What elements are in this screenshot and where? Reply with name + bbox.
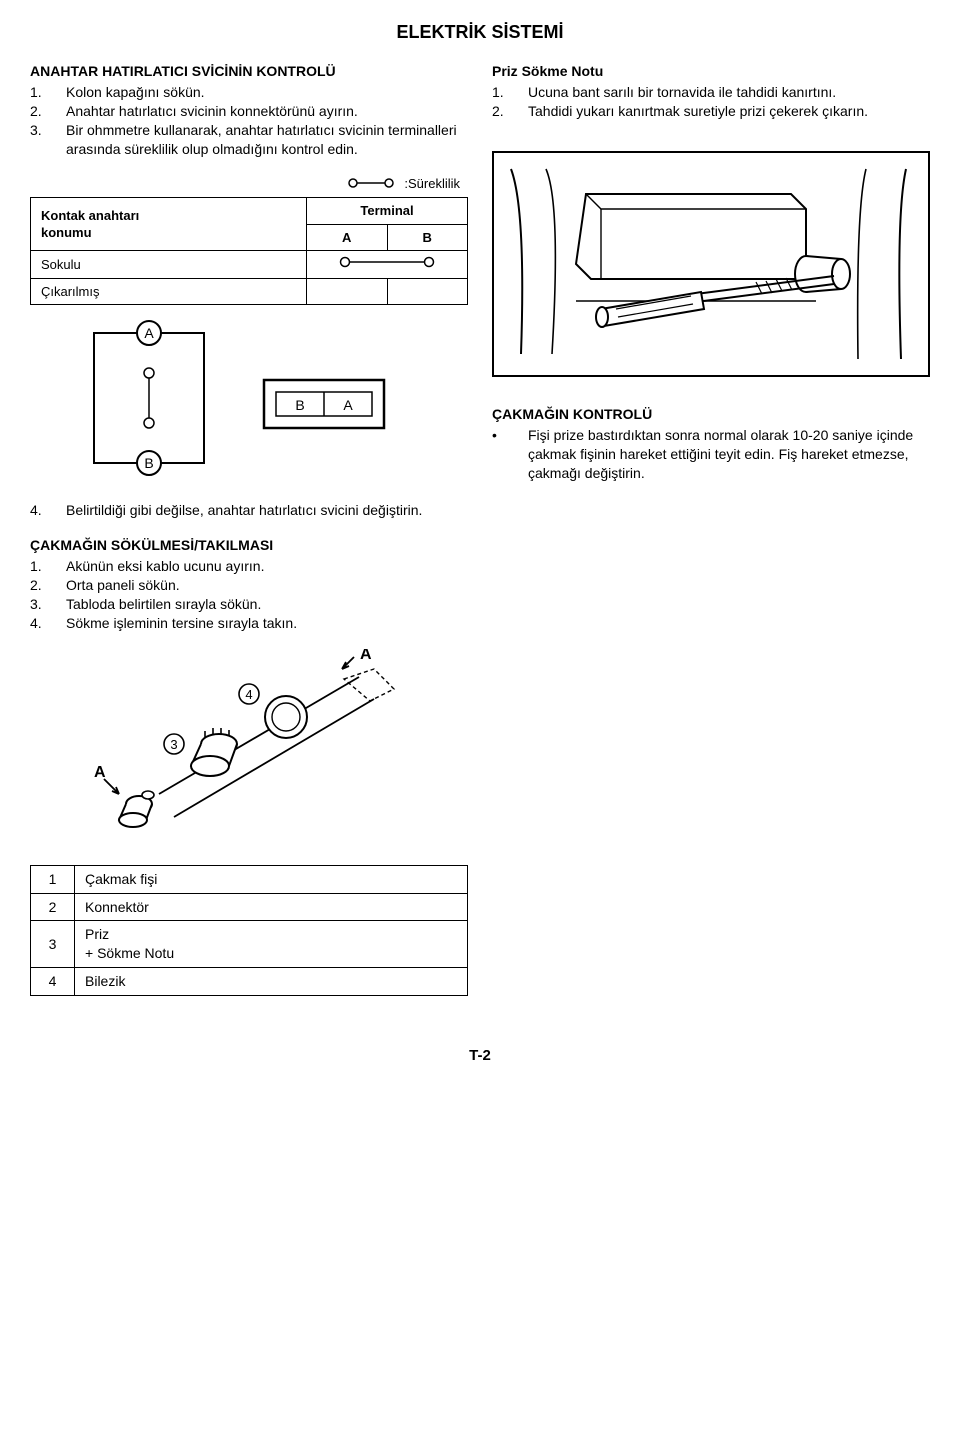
step-num: 3. — [30, 121, 66, 159]
section-socket-removal-note: Priz Sökme Notu 1.Ucuna bant sarılı bir … — [492, 62, 930, 121]
step-text: Akünün eksi kablo ucunu ayırın. — [66, 557, 264, 576]
label-a: A — [144, 325, 154, 341]
table-row: 2 Konnektör — [31, 893, 468, 921]
row-cikarilmis-a — [307, 278, 388, 305]
callout-4: 4 — [245, 687, 252, 702]
step-num: 1. — [30, 83, 66, 102]
col-b: B — [387, 224, 468, 251]
step-line: 3. Bir ohmmetre kullanarak, anahtar hatı… — [30, 121, 468, 159]
section-lighter-removal: ÇAKMAĞIN SÖKÜLMESİ/TAKILMASI 1.Akünün ek… — [30, 536, 468, 632]
step-text: Orta paneli sökün. — [66, 576, 180, 595]
parts-table: 1 Çakmak fişi 2 Konnektör 3 Priz + Sökme… — [30, 865, 468, 996]
right-column: Priz Sökme Notu 1.Ucuna bant sarılı bir … — [492, 62, 930, 996]
step-line: 2. Anahtar hatırlatıcı svicinin konnektö… — [30, 102, 468, 121]
section-key-reminder-switch: ANAHTAR HATIRLATICI SVİCİNİN KONTROLÜ 1.… — [30, 62, 468, 158]
dashboard-screwdriver-diagram — [492, 151, 930, 377]
table-row: 4 Bilezik — [31, 968, 468, 996]
heading-socket-removal-note: Priz Sökme Notu — [492, 62, 930, 81]
svg-text:A: A — [360, 649, 372, 663]
continuity-legend-label: :Süreklilik — [404, 176, 460, 191]
pin-b: B — [295, 397, 304, 413]
row-sokulu-cells — [307, 251, 468, 279]
row-label-sokulu: Sokulu — [31, 251, 307, 279]
part-num: 4 — [31, 968, 75, 996]
continuity-table: Kontak anahtarı konumu Terminal A B Soku… — [30, 197, 468, 305]
col-a: A — [307, 224, 388, 251]
page-title: ELEKTRİK SİSTEMİ — [30, 20, 930, 44]
part-label: Konnektör — [75, 893, 468, 921]
step-text: Anahtar hatırlatıcı svicinin konnektörün… — [66, 102, 358, 121]
part-num: 1 — [31, 865, 75, 893]
lighter-exploded-diagram: A 4 3 — [30, 649, 468, 849]
step-num: 4. — [30, 614, 66, 633]
pin-a: A — [343, 397, 353, 413]
step-text: Kolon kapağını sökün. — [66, 83, 205, 102]
section1-tail: 4. Belirtildiği gibi değilse, anahtar ha… — [30, 501, 468, 520]
part-num: 3 — [31, 921, 75, 968]
heading-lighter-removal: ÇAKMAĞIN SÖKÜLMESİ/TAKILMASI — [30, 536, 468, 555]
step-num: 4. — [30, 501, 66, 520]
part-label: Çakmak fişi — [75, 865, 468, 893]
step-text: Belirtildiği gibi değilse, anahtar hatır… — [66, 501, 422, 520]
table-row: 1 Çakmak fişi — [31, 865, 468, 893]
part-label: Priz + Sökme Notu — [75, 921, 468, 968]
row-header-bottom: konumu — [41, 225, 92, 240]
page-number: T-2 — [30, 1046, 930, 1066]
left-column: ANAHTAR HATIRLATICI SVİCİNİN KONTROLÜ 1.… — [30, 62, 468, 996]
connector-diagram: A B B A — [30, 315, 468, 485]
part-num: 2 — [31, 893, 75, 921]
part-label: Bilezik — [75, 968, 468, 996]
row-label-cikarilmis: Çıkarılmış — [31, 278, 307, 305]
step-text: Ucuna bant sarılı bir tornavida ile tahd… — [528, 83, 836, 102]
continuity-legend: :Süreklilik — [30, 175, 468, 193]
continuity-table-block: :Süreklilik Kontak anahtarı konumu Termi… — [30, 175, 468, 306]
svg-text:A: A — [94, 764, 106, 781]
step-text: Bir ohmmetre kullanarak, anahtar hatırla… — [66, 121, 468, 159]
heading-key-reminder: ANAHTAR HATIRLATICI SVİCİNİN KONTROLÜ — [30, 62, 468, 81]
col-header-terminal: Terminal — [307, 198, 468, 225]
step-line: 1. Kolon kapağını sökün. — [30, 83, 468, 102]
body-text: Fişi prize bastırdıktan sonra normal ola… — [528, 426, 930, 483]
step-num: 1. — [30, 557, 66, 576]
row-cikarilmis-b — [387, 278, 468, 305]
step-num: 1. — [492, 83, 528, 102]
bullet-icon: • — [492, 426, 528, 483]
step-text: Tabloda belirtilen sırayla sökün. — [66, 595, 261, 614]
continuity-symbol-icon — [347, 176, 395, 194]
heading-lighter-check: ÇAKMAĞIN KONTROLÜ — [492, 405, 930, 424]
step-num: 2. — [30, 102, 66, 121]
callout-3: 3 — [170, 737, 177, 752]
table-row: Çıkarılmış — [31, 278, 468, 305]
step-text: Tahdidi yukarı kanırtmak suretiyle prizi… — [528, 102, 868, 121]
step-text: Sökme işleminin tersine sırayla takın. — [66, 614, 297, 633]
table-row: Sokulu — [31, 251, 468, 279]
table-row: 3 Priz + Sökme Notu — [31, 921, 468, 968]
label-b: B — [144, 455, 153, 471]
step-num: 2. — [492, 102, 528, 121]
step-num: 2. — [30, 576, 66, 595]
row-header-top: Kontak anahtarı — [41, 208, 139, 223]
section-lighter-check: ÇAKMAĞIN KONTROLÜ • Fişi prize bastırdık… — [492, 405, 930, 483]
step-num: 3. — [30, 595, 66, 614]
